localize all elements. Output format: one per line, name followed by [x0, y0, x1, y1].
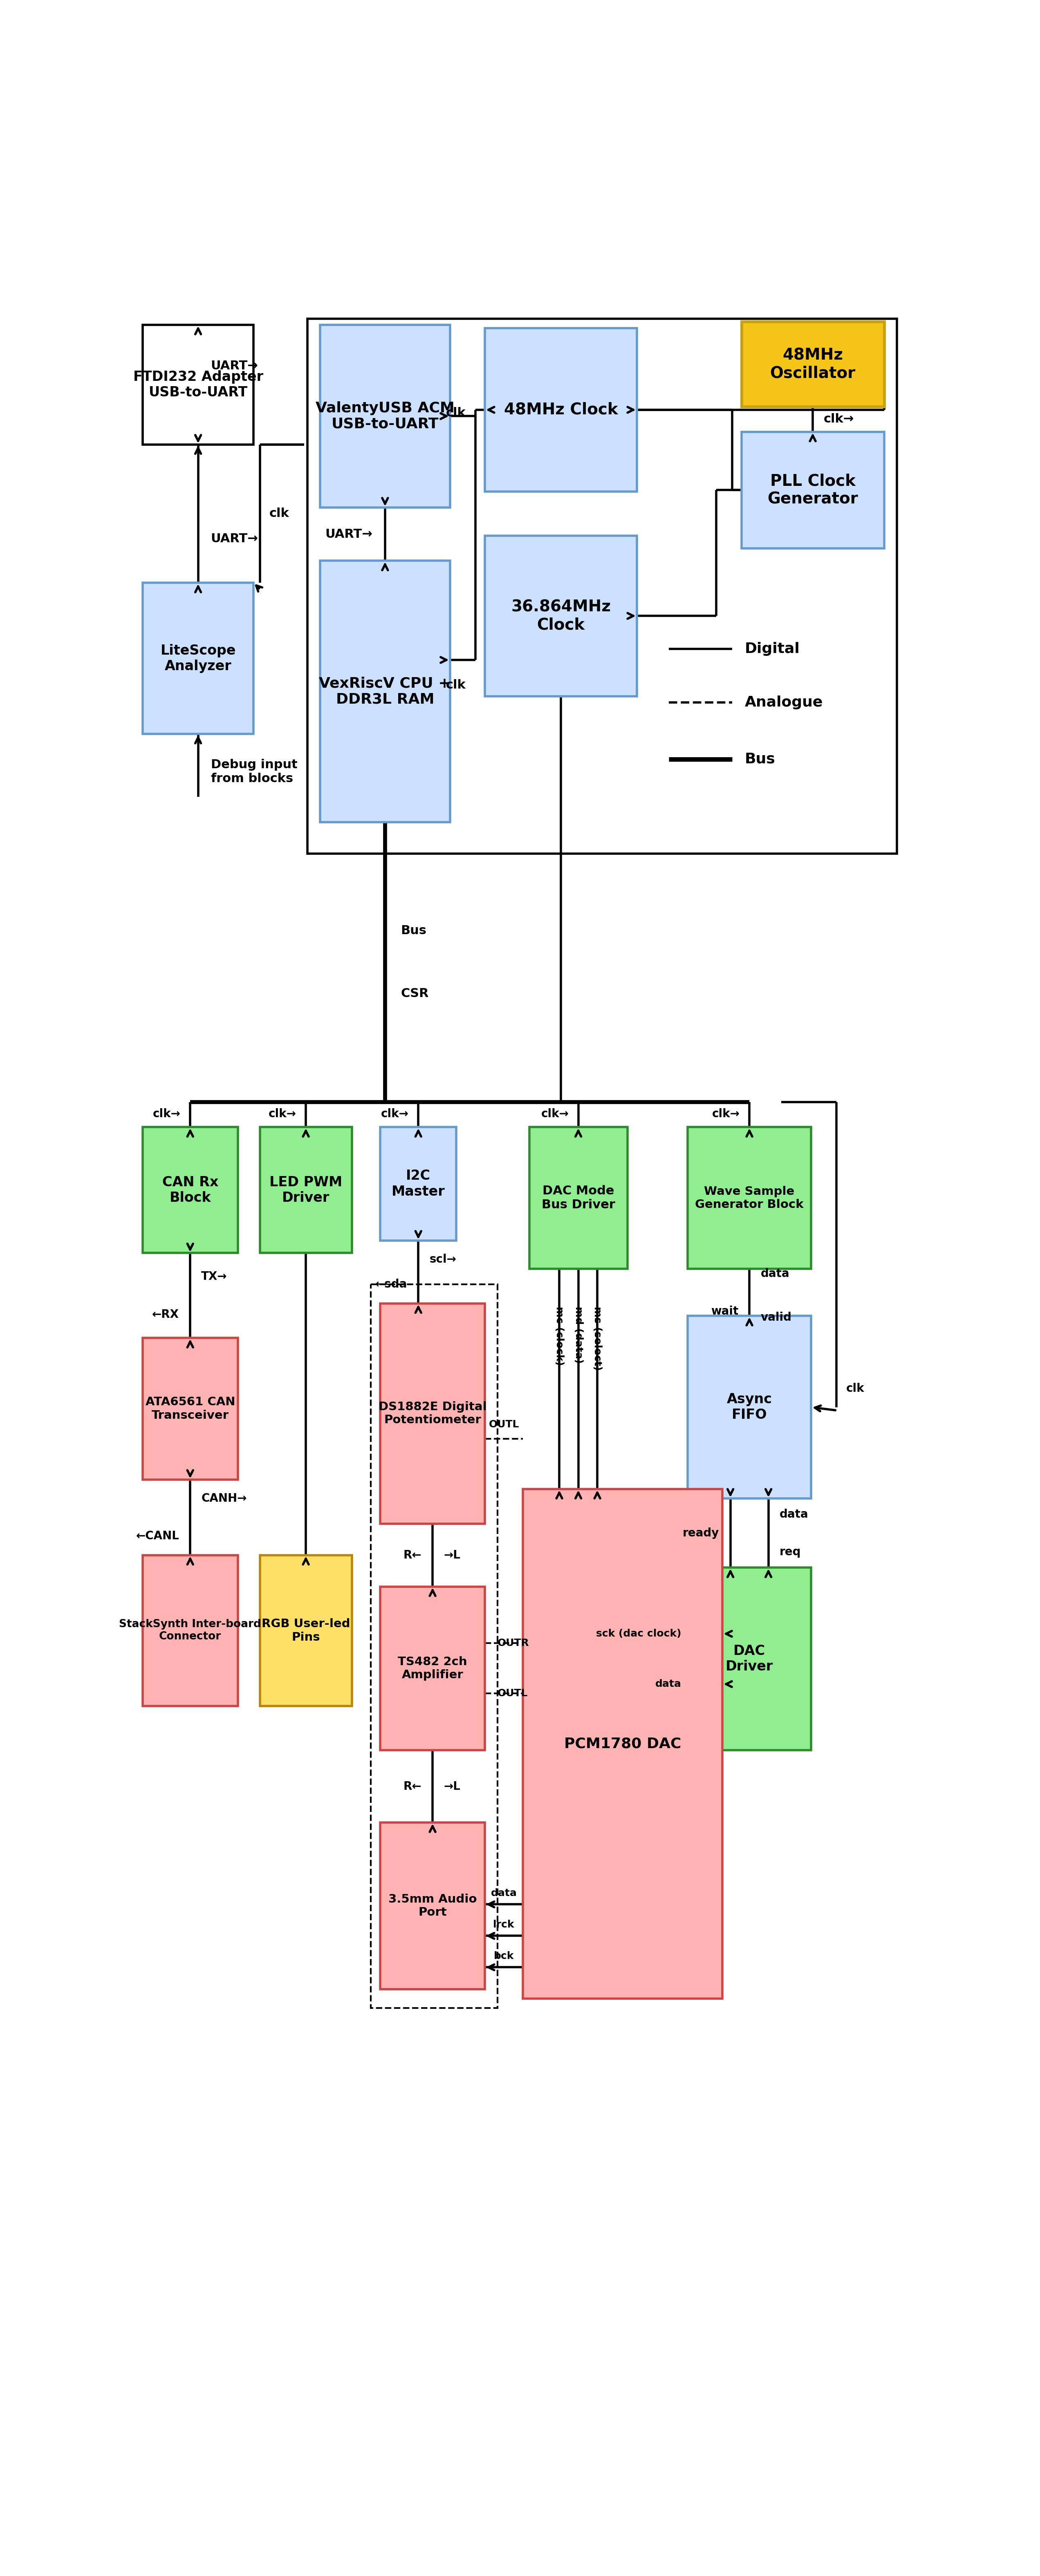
Text: PCM1780 DAC: PCM1780 DAC — [564, 1736, 681, 1752]
Text: UART→: UART→ — [211, 533, 258, 544]
Text: clk→: clk→ — [712, 1108, 739, 1121]
Text: CAN Rx
Block: CAN Rx Block — [162, 1175, 218, 1206]
Text: FTDI232 Adapter
USB-to-UART: FTDI232 Adapter USB-to-UART — [133, 371, 263, 399]
Text: R←: R← — [404, 1548, 421, 1561]
Bar — [260, 1556, 352, 1705]
Text: OUTL: OUTL — [497, 1690, 528, 1698]
Text: 48MHz Clock: 48MHz Clock — [504, 402, 618, 417]
Text: UART→: UART→ — [211, 361, 258, 371]
Text: ←CANL: ←CANL — [136, 1530, 179, 1543]
Text: UART→: UART→ — [326, 528, 372, 541]
Bar — [142, 1556, 238, 1705]
Text: 3.5mm Audio
Port: 3.5mm Audio Port — [388, 1893, 476, 1919]
Text: I2C
Master: I2C Master — [392, 1170, 445, 1198]
Bar — [485, 327, 636, 492]
Text: ←RX: ←RX — [152, 1309, 179, 1319]
Text: Wave Sample
Generator Block: Wave Sample Generator Block — [695, 1185, 804, 1211]
Text: 48MHz
Oscillator: 48MHz Oscillator — [770, 348, 856, 381]
Text: clk: clk — [846, 1383, 864, 1394]
Bar — [687, 1569, 811, 1749]
Text: 36.864MHz
Clock: 36.864MHz Clock — [511, 600, 610, 634]
Text: clk: clk — [446, 407, 466, 420]
Bar — [142, 1128, 238, 1252]
Text: bck: bck — [494, 1950, 514, 1960]
Text: →L: →L — [444, 1780, 461, 1793]
Text: clk→: clk→ — [153, 1108, 181, 1121]
Bar — [142, 325, 254, 446]
Text: CANH→: CANH→ — [202, 1492, 246, 1504]
Text: PLL Clock
Generator: PLL Clock Generator — [768, 474, 858, 507]
Text: wait: wait — [710, 1306, 738, 1316]
Text: VexRiscV CPU +
DDR3L RAM: VexRiscV CPU + DDR3L RAM — [319, 677, 451, 706]
Bar — [742, 433, 884, 549]
Text: sck (dac clock): sck (dac clock) — [596, 1628, 681, 1638]
Text: DAC Mode
Bus Driver: DAC Mode Bus Driver — [542, 1185, 615, 1211]
Bar — [260, 1128, 352, 1252]
Text: data: data — [780, 1510, 808, 1520]
Text: scl→: scl→ — [430, 1255, 457, 1265]
Text: data: data — [655, 1680, 681, 1690]
Text: lrck: lrck — [493, 1919, 515, 1929]
Text: ←sda: ←sda — [375, 1278, 408, 1291]
Bar — [687, 1316, 811, 1499]
Text: clk→: clk→ — [381, 1108, 409, 1121]
Text: DS1882E Digital
Potentiometer: DS1882E Digital Potentiometer — [379, 1401, 487, 1427]
Text: LED PWM
Driver: LED PWM Driver — [269, 1175, 342, 1206]
Text: Async
FIFO: Async FIFO — [727, 1394, 772, 1422]
Text: data: data — [491, 1888, 517, 1899]
Text: →L: →L — [444, 1548, 461, 1561]
Bar — [687, 1128, 811, 1270]
Text: TS482 2ch
Amplifier: TS482 2ch Amplifier — [398, 1656, 467, 1680]
Bar — [742, 322, 884, 407]
Bar — [529, 1128, 627, 1270]
Bar — [142, 582, 254, 734]
Text: RGB User-led
Pins: RGB User-led Pins — [261, 1618, 350, 1643]
Text: req: req — [780, 1546, 801, 1558]
Bar — [523, 1489, 723, 1999]
Text: clk: clk — [269, 507, 289, 520]
Text: ready: ready — [682, 1528, 720, 1538]
Text: OUTL: OUTL — [489, 1419, 519, 1430]
Text: StackSynth Inter-board
Connector: StackSynth Inter-board Connector — [120, 1620, 261, 1641]
Text: TX→: TX→ — [202, 1270, 228, 1283]
Bar — [371, 1285, 497, 2009]
Bar — [320, 325, 450, 507]
Text: OUTR: OUTR — [497, 1638, 529, 1649]
Bar — [381, 1303, 485, 1522]
Bar — [485, 536, 636, 696]
Text: mc (clock): mc (clock) — [554, 1306, 565, 1365]
Text: Digital: Digital — [745, 641, 800, 657]
Bar — [308, 319, 896, 853]
Text: clk→: clk→ — [268, 1108, 296, 1121]
Bar — [320, 562, 450, 822]
Text: Debug input
from blocks: Debug input from blocks — [211, 760, 297, 786]
Text: ValentyUSB ACM
USB-to-UART: ValentyUSB ACM USB-to-UART — [315, 402, 454, 430]
Text: clk→: clk→ — [541, 1108, 569, 1121]
Text: CSR: CSR — [400, 987, 428, 999]
Text: md (data): md (data) — [573, 1306, 583, 1363]
Text: Bus: Bus — [745, 752, 775, 765]
Text: DAC
Driver: DAC Driver — [726, 1643, 773, 1674]
Text: R←: R← — [404, 1780, 421, 1793]
Text: clk→: clk→ — [824, 412, 854, 425]
Bar — [381, 1824, 485, 1989]
Bar — [381, 1128, 457, 1242]
Text: ATA6561 CAN
Transceiver: ATA6561 CAN Transceiver — [146, 1396, 235, 1422]
Text: valid: valid — [760, 1311, 791, 1324]
Text: clk: clk — [446, 680, 466, 690]
Bar — [381, 1587, 485, 1749]
Text: data: data — [760, 1267, 789, 1280]
Text: LiteScope
Analyzer: LiteScope Analyzer — [160, 644, 236, 672]
Text: ms (select): ms (select) — [593, 1306, 602, 1370]
Text: Bus: Bus — [400, 925, 426, 938]
Text: Analogue: Analogue — [745, 696, 823, 708]
Bar — [142, 1337, 238, 1479]
